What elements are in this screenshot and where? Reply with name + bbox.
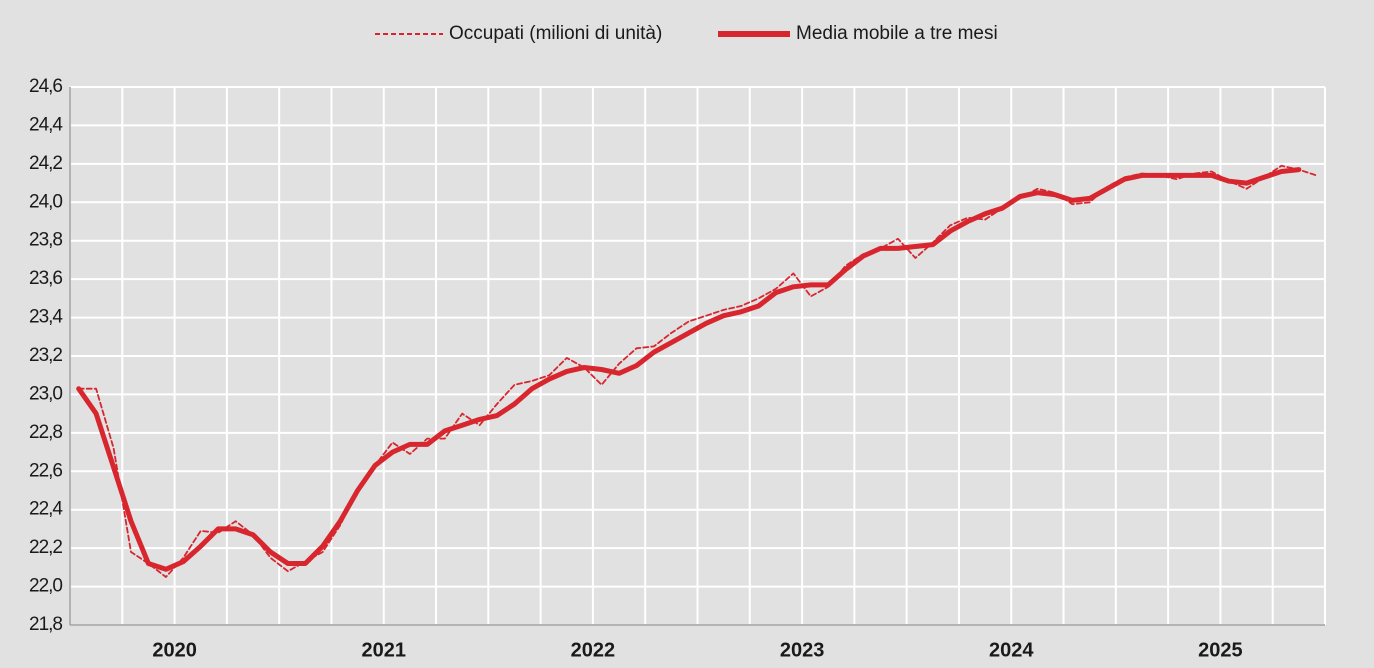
y-tick-label: 22,0: [29, 576, 62, 597]
y-tick-label: 22,8: [29, 422, 62, 443]
legend-label: Occupati (milioni di unità): [449, 23, 662, 44]
y-tick-label: 23,8: [29, 230, 62, 251]
y-tick-label: 23,0: [29, 383, 62, 404]
y-tick-label: 23,4: [29, 307, 63, 328]
y-tick-label: 22,2: [29, 537, 62, 558]
series-line: [76, 167, 1302, 572]
y-tick-label: 24,4: [29, 114, 63, 135]
x-tick-label: 2025: [1198, 639, 1243, 661]
y-tick-label: 22,6: [29, 460, 62, 481]
y-tick-label: 24,2: [29, 153, 62, 174]
x-tick-label: 2022: [571, 639, 616, 661]
y-tick-label: 24,6: [29, 76, 62, 97]
x-tick-label: 2023: [780, 639, 825, 661]
y-tick-label: 24,0: [29, 191, 62, 212]
y-tick-label: 21,8: [29, 614, 62, 635]
y-tick-label: 22,4: [29, 499, 63, 520]
legend-label: Media mobile a tre mesi: [796, 23, 998, 44]
x-tick-label: 2021: [362, 639, 407, 661]
x-tick-label: 2024: [989, 639, 1034, 661]
x-tick-label: 2020: [152, 639, 197, 661]
y-tick-label: 23,2: [29, 345, 62, 366]
y-tick-label: 23,6: [29, 268, 62, 289]
